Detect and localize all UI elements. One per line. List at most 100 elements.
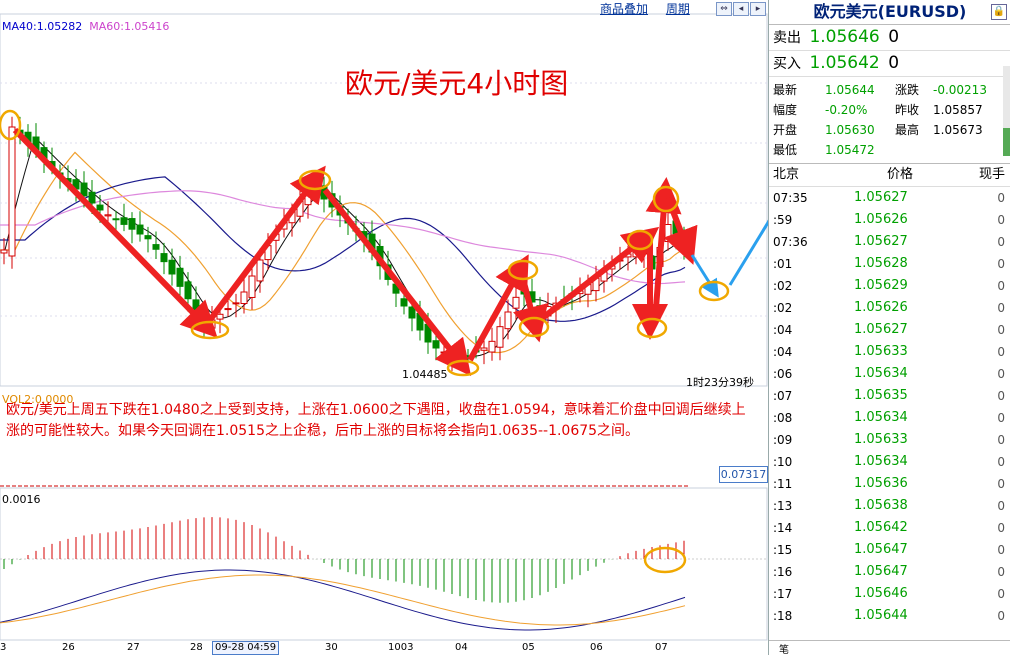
vol-value-box: 0.07317 [719,466,768,483]
pivot-circle [0,109,22,141]
zoom-out-button[interactable]: ⇔ [716,2,732,16]
tick-row: :02 1.05629 0 [769,275,1010,297]
tick-t: :04 [773,323,793,337]
stat-v1: -0.20% [825,103,868,117]
tick-t: 07:36 [773,235,808,249]
symbol-title: 欧元美元(EURUSD) [813,2,967,21]
candle-body [0,249,8,254]
tick-q: 0 [997,499,1005,513]
stats-scrollbar[interactable] [1003,66,1010,156]
candle-body [256,259,264,282]
tick-p: 1.05629 [854,278,908,293]
scroll-left-button[interactable]: ◂ [733,2,749,16]
tick-p: 1.05636 [854,476,908,491]
tick-q: 0 [997,323,1005,337]
pivot-circle [190,320,230,340]
macd-scale-label: 0.0016 [2,493,41,506]
tick-t: :11 [773,477,793,491]
ma-orange-line [0,151,686,354]
moving-averages [0,136,686,357]
candle-body [664,224,672,243]
x-tick-label: 3 [0,642,7,653]
tick-p: 1.05627 [854,234,908,249]
tick-row: 07:36 1.05627 0 [769,231,1010,253]
ma40-label: MA40:1.05282 [2,20,83,33]
candles [0,116,688,372]
tick-p: 1.05627 [854,190,908,205]
vol-label: VOL2:0.0000 [2,393,74,406]
tick-p: 1.05647 [854,542,908,557]
tick-row: :01 1.05628 0 [769,253,1010,275]
tick-q: 0 [997,543,1005,557]
ticks-list[interactable]: 07:35 1.05627 0:59 1.05626 0 07:36 1.05627 0:01… [769,187,1010,627]
sell-row: 卖出 1.05646 0 [769,25,1010,51]
tick-p: 1.05642 [854,520,908,535]
tick-row: :13 1.05638 0 [769,495,1010,517]
tick-p: 1.05646 [854,586,908,601]
candle-body [88,191,96,204]
tick-row: :07 1.05635 0 [769,385,1010,407]
pivot-circles [0,109,730,574]
macd-histogram [0,517,686,631]
panel-footer: 笔 [769,640,1010,656]
tick-t: :15 [773,543,793,557]
forecast-arrow-up [728,219,768,286]
x-tick-label: 04 [455,642,468,653]
stat-v2: 1.05857 [933,103,983,117]
stat-l2: 涨跌 [895,83,920,97]
trend-arrow [663,196,698,265]
tick-p: 1.05628 [854,256,908,271]
quote-panel: 欧元美元(EURUSD) 🔒 卖出 1.05646 0 买入 1.05642 0… [768,0,1010,656]
tick-row: :04 1.05627 0 [769,319,1010,341]
lock-icon[interactable]: 🔒 [991,4,1007,20]
tick-q: 0 [997,389,1005,403]
trend-arrow [322,188,472,377]
macd-dea-line [0,574,686,626]
tick-q: 0 [997,279,1005,293]
tick-t: 07:35 [773,191,808,205]
stat-v1: 1.05644 [825,83,875,97]
trend-arrow [645,177,682,321]
tick-row: 07:35 1.05627 0 [769,187,1010,209]
tick-t: :17 [773,587,793,601]
tick-p: 1.05634 [854,366,908,381]
x-cursor-label: 09-28 04:59 [212,641,280,655]
candle-body [160,253,168,263]
stat-l1: 最新 [773,83,798,97]
price-chart[interactable] [0,0,768,655]
pivot-circle [636,317,668,339]
x-tick-label: 1003 [388,642,414,653]
pivot-circle [446,359,480,377]
buy-qty: 0 [888,53,900,73]
pivot-circle [652,185,680,213]
candle-body [480,347,488,351]
tick-t: :09 [773,433,793,447]
tick-t: :13 [773,499,793,513]
macd-frame [0,487,768,641]
tick-row: :02 1.05626 0 [769,297,1010,319]
tick-t: :04 [773,345,793,359]
ma60-line [0,190,686,285]
ticks-qty-header: 现手 [978,167,1005,182]
footer-label[interactable]: 笔 [779,645,789,656]
candle-body [512,296,520,309]
stat-l2: 昨收 [895,103,920,117]
candle-body [8,126,16,257]
period-button[interactable]: 周期 [665,2,690,16]
tick-q: 0 [997,433,1005,447]
tick-q: 0 [997,191,1005,205]
tick-t: :59 [773,213,793,227]
tick-q: 0 [997,455,1005,469]
tick-q: 0 [997,565,1005,579]
stat-l1: 幅度 [773,103,798,117]
scroll-right-button[interactable]: ▸ [750,2,766,16]
overlay-button[interactable]: 商品叠加 [600,2,649,16]
candle-body [224,308,232,311]
x-tick-label: 26 [62,642,75,653]
tick-p: 1.05634 [854,410,908,425]
tick-t: :07 [773,389,793,403]
candle-body [168,259,176,275]
candle-body [496,326,504,348]
pivot-circle [298,169,332,191]
pivot-circle [698,280,730,302]
